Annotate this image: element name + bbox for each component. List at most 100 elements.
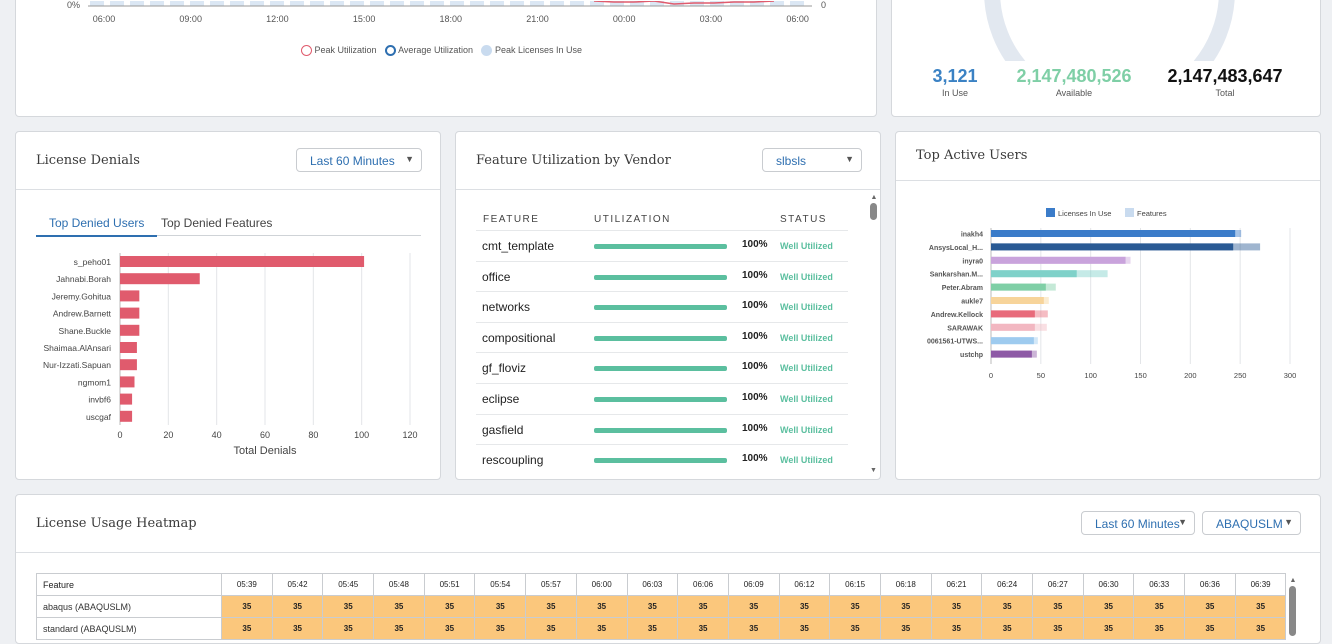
heatmap-cell[interactable]: 35 [1184,617,1236,640]
denial-bar[interactable] [120,359,137,371]
heatmap-cell[interactable]: 35 [221,617,273,640]
denial-bar[interactable] [120,410,133,422]
licenses-bar[interactable] [991,256,1126,264]
x-tick-label: 50 [1037,371,1045,380]
heatmap-cell[interactable]: 35 [879,617,932,640]
licenses-bar[interactable] [991,310,1035,318]
x-tick-label: 0 [989,371,993,380]
denial-bar[interactable] [120,307,140,319]
scrollbar[interactable]: ▲ ▼ [870,194,878,474]
x-tick-label: 250 [1234,371,1247,380]
utilization-bar [594,274,727,280]
denial-bar[interactable] [120,342,137,353]
heatmap-cell[interactable]: 35 [1133,617,1186,640]
heatmap-cell[interactable]: 35 [1234,595,1287,618]
heatmap-cell[interactable]: 35 [525,617,577,640]
heatmap-cell[interactable]: 35 [322,617,375,640]
heatmap-cell[interactable]: 35 [271,595,324,618]
denial-bar[interactable] [120,256,365,267]
heatmap-cell[interactable]: 35 [1234,617,1287,640]
scroll-up-icon[interactable]: ▲ [870,194,878,201]
heatmap-vendor-select[interactable]: ABAQUSLM ▼ [1202,511,1301,535]
heatmap-time-header: 06:27 [1032,573,1084,596]
tab-top-denied-features[interactable]: Top Denied Features [161,216,273,230]
legend-peak-utilization[interactable]: Peak Utilization [301,45,377,57]
heatmap-cell[interactable]: 35 [778,595,831,618]
utilization-timeline-chart: 0% 0 06:00 09:00 12:00 15:00 18:00 21:00 00:00… [67,1,826,24]
scroll-thumb[interactable] [1289,586,1296,636]
heatmap-cell[interactable]: 35 [981,595,1033,618]
denial-bar[interactable] [120,324,140,336]
legend-swatch [1046,208,1055,217]
heatmap-cell[interactable]: 35 [829,617,881,640]
heatmap-cell[interactable]: 35 [271,617,324,640]
heatmap-cell[interactable]: 35 [575,617,628,640]
table-row[interactable]: gasfield 100% Well Utilized [476,413,848,445]
heatmap-cell[interactable]: 35 [879,595,932,618]
licenses-bar[interactable] [991,243,1234,251]
denial-bar[interactable] [120,290,140,302]
heatmap-cell[interactable]: 35 [930,595,983,618]
heatmap-cell[interactable]: 35 [1082,617,1135,640]
vendor-select[interactable]: slbsls ▼ [762,148,862,172]
heatmap-cell[interactable]: 35 [829,595,881,618]
heatmap-cell[interactable]: 35 [1184,595,1236,618]
table-row[interactable]: compositional 100% Well Utilized [476,321,848,353]
licenses-bar[interactable] [991,297,1044,304]
licenses-bar[interactable] [991,337,1034,345]
licenses-bar[interactable] [991,230,1236,237]
time-range-select[interactable]: Last 60 Minutes ▼ [296,148,422,172]
x-tick-label: 40 [212,430,222,440]
x-tick-label: 120 [402,430,417,440]
heatmap-scrollbar[interactable]: ▲ [1289,577,1297,637]
heatmap-cell[interactable]: 35 [525,595,577,618]
denial-bar[interactable] [120,376,135,388]
heatmap-cell[interactable]: 35 [727,617,780,640]
heatmap-cell[interactable]: 35 [373,595,425,618]
tab-top-denied-users[interactable]: Top Denied Users [36,216,158,237]
table-row[interactable]: eclipse 100% Well Utilized [476,383,848,414]
y-tick-label: Peter.Abram [942,285,983,292]
scroll-thumb[interactable] [870,203,877,220]
heatmap-cell[interactable]: 35 [221,595,273,618]
table-row[interactable]: networks 100% Well Utilized [476,291,848,322]
denial-bar[interactable] [120,393,133,405]
heatmap-cell[interactable]: 35 [373,617,425,640]
heatmap-cell[interactable]: 35 [930,617,983,640]
peak-licenses-bar [350,1,364,6]
licenses-bar[interactable] [991,350,1032,358]
licenses-bar[interactable] [991,323,1035,331]
heatmap-cell[interactable]: 35 [1032,617,1084,640]
licenses-bar[interactable] [991,270,1077,278]
heatmap-cell[interactable]: 35 [626,617,679,640]
heatmap-cell[interactable]: 35 [322,595,375,618]
heatmap-cell[interactable]: 35 [1032,595,1084,618]
table-row[interactable]: gf_floviz 100% Well Utilized [476,352,848,383]
table-row[interactable]: cmt_template 100% Well Utilized [476,230,848,261]
heatmap-cell[interactable]: 35 [727,595,780,618]
legend-peak-licenses[interactable]: Peak Licenses In Use [481,45,582,57]
table-row[interactable]: rescoupling 100% Well Utilized [476,444,848,475]
heatmap-cell[interactable]: 35 [1082,595,1135,618]
heatmap-cell[interactable]: 35 [626,595,679,618]
y-tick-label: Andrew.Barnett [53,309,112,319]
legend-average-utilization[interactable]: Average Utilization [385,45,473,57]
heatmap-cell[interactable]: 35 [677,595,729,618]
scroll-up-icon[interactable]: ▲ [1289,577,1297,584]
denial-bar[interactable] [120,273,200,285]
heatmap-cell[interactable]: 35 [575,595,628,618]
heatmap-cell[interactable]: 35 [1133,595,1186,618]
heatmap-vendor-value: ABAQUSLM [1216,517,1283,531]
licenses-bar[interactable] [991,283,1046,291]
heatmap-range-select[interactable]: Last 60 Minutes ▼ [1081,511,1195,535]
utilization-percent: 100% [742,330,768,342]
scroll-down-icon[interactable]: ▼ [870,467,877,474]
heatmap-cell[interactable]: 35 [981,617,1033,640]
heatmap-cell[interactable]: 35 [474,617,527,640]
heatmap-cell[interactable]: 35 [677,617,729,640]
heatmap-cell[interactable]: 35 [423,595,476,618]
table-row[interactable]: office 100% Well Utilized [476,260,848,292]
heatmap-cell[interactable]: 35 [423,617,476,640]
heatmap-cell[interactable]: 35 [778,617,831,640]
heatmap-cell[interactable]: 35 [474,595,527,618]
